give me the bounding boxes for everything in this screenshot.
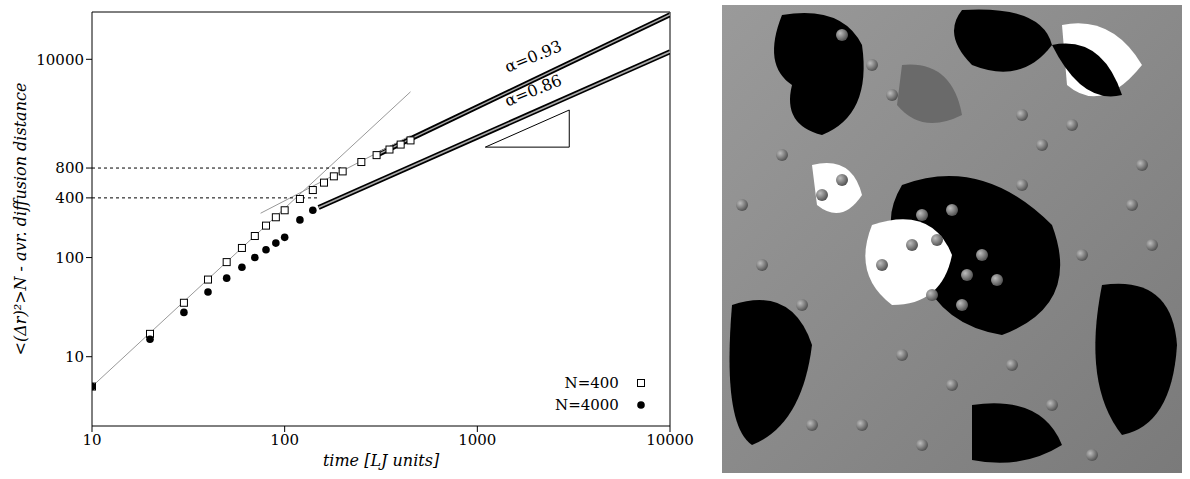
svg-text:α=0.93: α=0.93 xyxy=(502,36,565,77)
svg-text:<(Δr)²>N - avr. diffusion dist: <(Δr)²>N - avr. diffusion distance xyxy=(11,83,30,356)
html-text:N=4000: N=4000 xyxy=(555,396,619,414)
html-text:N=400: N=400 xyxy=(564,374,619,392)
svg-text:10000: 10000 xyxy=(36,51,84,69)
svg-text:α=0.86: α=0.86 xyxy=(502,71,565,111)
svg-text:800: 800 xyxy=(55,159,84,177)
svg-text:10: 10 xyxy=(65,348,84,366)
svg-text:time [LJ units]: time [LJ units] xyxy=(323,451,440,470)
svg-text:400: 400 xyxy=(55,189,84,207)
svg-text:100: 100 xyxy=(55,249,84,267)
svg-text:1000: 1000 xyxy=(458,431,496,449)
svg-text:10000: 10000 xyxy=(646,431,694,449)
svg-text:100: 100 xyxy=(270,431,299,449)
svg-text:10: 10 xyxy=(82,431,101,449)
